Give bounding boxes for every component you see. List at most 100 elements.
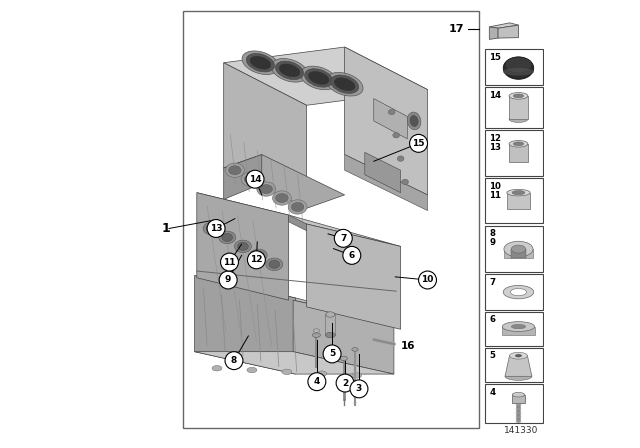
Ellipse shape xyxy=(203,222,220,235)
Ellipse shape xyxy=(250,56,271,69)
Ellipse shape xyxy=(502,322,534,332)
Ellipse shape xyxy=(247,367,257,373)
Ellipse shape xyxy=(503,57,534,79)
Polygon shape xyxy=(490,23,518,28)
Ellipse shape xyxy=(300,66,337,90)
Text: 8
9: 8 9 xyxy=(490,229,495,247)
Ellipse shape xyxy=(275,61,303,80)
Text: 17: 17 xyxy=(449,24,464,34)
Ellipse shape xyxy=(291,202,304,211)
Circle shape xyxy=(343,246,361,264)
Ellipse shape xyxy=(279,64,300,77)
Polygon shape xyxy=(223,155,262,199)
Ellipse shape xyxy=(507,190,530,196)
Polygon shape xyxy=(502,327,534,335)
Ellipse shape xyxy=(308,72,329,84)
Polygon shape xyxy=(223,63,307,208)
Ellipse shape xyxy=(234,240,252,253)
Text: 6: 6 xyxy=(349,251,355,260)
Ellipse shape xyxy=(222,233,233,241)
Ellipse shape xyxy=(509,141,528,147)
Ellipse shape xyxy=(512,190,525,195)
Polygon shape xyxy=(344,155,428,211)
Circle shape xyxy=(419,271,436,289)
Polygon shape xyxy=(507,193,530,209)
Polygon shape xyxy=(498,25,518,38)
Ellipse shape xyxy=(257,182,276,196)
Ellipse shape xyxy=(330,75,359,94)
Ellipse shape xyxy=(511,289,527,296)
FancyBboxPatch shape xyxy=(485,49,543,85)
Ellipse shape xyxy=(326,73,363,96)
Text: 5: 5 xyxy=(490,351,495,360)
Text: 13: 13 xyxy=(210,224,222,233)
Ellipse shape xyxy=(410,116,418,126)
Text: 11: 11 xyxy=(223,258,236,267)
Circle shape xyxy=(350,380,368,398)
Ellipse shape xyxy=(504,241,533,257)
Polygon shape xyxy=(512,395,525,403)
Polygon shape xyxy=(365,152,401,193)
Polygon shape xyxy=(344,47,428,195)
Text: 14: 14 xyxy=(490,91,502,100)
FancyBboxPatch shape xyxy=(511,249,525,258)
Polygon shape xyxy=(505,356,532,376)
Ellipse shape xyxy=(326,312,335,317)
Ellipse shape xyxy=(241,172,260,186)
Polygon shape xyxy=(374,99,407,139)
Text: 15: 15 xyxy=(412,139,425,148)
Text: 12
13: 12 13 xyxy=(490,134,501,151)
FancyBboxPatch shape xyxy=(504,249,533,258)
Text: 12: 12 xyxy=(250,255,262,264)
Ellipse shape xyxy=(228,166,241,175)
Polygon shape xyxy=(195,276,296,374)
Ellipse shape xyxy=(242,51,279,74)
Ellipse shape xyxy=(260,185,273,194)
Polygon shape xyxy=(289,215,307,231)
Circle shape xyxy=(225,352,243,370)
Polygon shape xyxy=(307,224,401,329)
FancyBboxPatch shape xyxy=(485,130,543,176)
Ellipse shape xyxy=(513,142,524,146)
Ellipse shape xyxy=(237,242,248,250)
Polygon shape xyxy=(490,27,498,39)
Text: 4: 4 xyxy=(314,377,320,386)
Text: 15: 15 xyxy=(490,53,501,62)
FancyBboxPatch shape xyxy=(485,274,543,310)
Text: 3: 3 xyxy=(356,384,362,393)
Circle shape xyxy=(323,345,341,363)
Text: 9: 9 xyxy=(225,276,231,284)
Text: 4: 4 xyxy=(490,388,495,396)
Polygon shape xyxy=(325,314,335,335)
Ellipse shape xyxy=(225,163,244,177)
Text: 2: 2 xyxy=(342,379,348,388)
FancyBboxPatch shape xyxy=(485,312,543,346)
Ellipse shape xyxy=(250,249,267,262)
Ellipse shape xyxy=(266,258,283,271)
Ellipse shape xyxy=(512,392,525,397)
Ellipse shape xyxy=(244,175,257,184)
Circle shape xyxy=(207,220,225,237)
Ellipse shape xyxy=(503,68,534,76)
Ellipse shape xyxy=(276,194,288,202)
Ellipse shape xyxy=(246,53,275,72)
Circle shape xyxy=(308,373,326,391)
Text: 141330: 141330 xyxy=(504,426,538,435)
Circle shape xyxy=(248,251,266,269)
Polygon shape xyxy=(196,193,401,246)
Ellipse shape xyxy=(352,348,358,351)
Polygon shape xyxy=(196,193,289,300)
Ellipse shape xyxy=(305,69,333,87)
Ellipse shape xyxy=(505,372,532,380)
Polygon shape xyxy=(223,155,344,208)
Circle shape xyxy=(221,253,239,271)
FancyBboxPatch shape xyxy=(485,226,543,272)
Polygon shape xyxy=(223,47,428,105)
Circle shape xyxy=(219,271,237,289)
Ellipse shape xyxy=(219,231,236,244)
Ellipse shape xyxy=(393,133,399,138)
Ellipse shape xyxy=(505,57,532,73)
FancyBboxPatch shape xyxy=(183,11,479,428)
Ellipse shape xyxy=(509,116,528,122)
Polygon shape xyxy=(509,144,528,162)
